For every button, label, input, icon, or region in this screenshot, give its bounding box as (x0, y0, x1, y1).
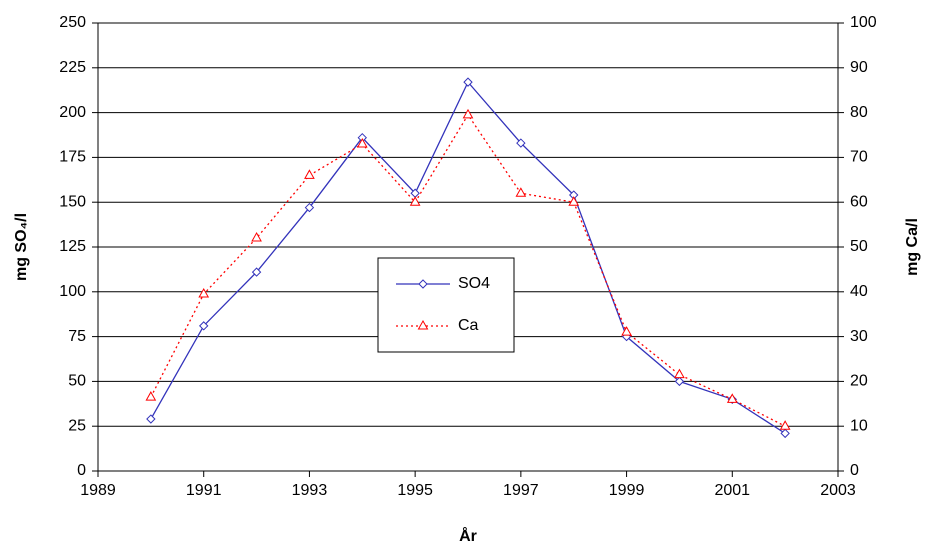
y-tick-label: 150 (59, 193, 86, 210)
data-point (516, 138, 526, 148)
x-tick-label: 1997 (503, 482, 539, 499)
data-point (779, 420, 791, 430)
y2-tick-label: 60 (850, 193, 868, 210)
y2-tick-label: 20 (850, 373, 868, 390)
data-point (674, 368, 685, 379)
data-point (251, 232, 262, 242)
y-tick-label: 50 (68, 373, 86, 390)
data-point (356, 137, 368, 148)
legend-marker (417, 319, 429, 330)
legend-marker (418, 279, 428, 289)
legend-box (377, 257, 515, 353)
data-point (568, 196, 580, 206)
data-point (515, 187, 527, 197)
legend-label: Ca (458, 317, 479, 334)
data-point (145, 391, 157, 401)
x-tick-label: 1993 (292, 482, 328, 499)
data-point (674, 376, 685, 387)
data-point (462, 108, 474, 119)
legend-label: SO4 (458, 275, 490, 292)
y-axis-title: mg SO₄/l (13, 213, 30, 281)
data-point (199, 321, 209, 331)
x-tick-label: 1995 (397, 482, 433, 499)
data-point (409, 196, 421, 206)
y2-tick-label: 30 (850, 328, 868, 345)
y2-tick-label: 50 (850, 238, 868, 255)
y2-tick-label: 90 (850, 59, 868, 76)
data-point (780, 428, 790, 439)
data-point (621, 326, 632, 336)
x-tick-label: 1989 (80, 482, 116, 499)
x-tick-label: 1999 (609, 482, 645, 499)
x-tick-label: 2003 (820, 482, 856, 499)
data-point (304, 169, 315, 179)
y-tick-label: 75 (68, 328, 86, 345)
y2-tick-label: 80 (850, 104, 868, 121)
y2-tick-label: 10 (850, 417, 868, 434)
y-tick-label: 0 (77, 462, 86, 479)
data-point (463, 77, 473, 87)
y2-tick-label: 0 (850, 462, 859, 479)
data-point (726, 393, 738, 403)
y2-axis-title: mg Ca/l (904, 218, 921, 276)
y2-tick-label: 70 (850, 149, 868, 166)
y2-tick-label: 100 (850, 14, 877, 31)
y-tick-label: 200 (59, 104, 86, 121)
x-axis-title: År (459, 526, 477, 545)
data-point (251, 267, 262, 277)
data-point (304, 202, 315, 213)
data-point (146, 414, 156, 424)
data-point (198, 288, 210, 298)
y-tick-label: 25 (68, 417, 86, 434)
y2-tick-label: 40 (850, 283, 868, 300)
y-tick-label: 175 (59, 149, 86, 166)
y-tick-label: 125 (59, 238, 86, 255)
y-tick-label: 225 (59, 59, 86, 76)
x-tick-label: 1991 (186, 482, 222, 499)
plot-border (97, 22, 839, 472)
y-tick-label: 100 (59, 283, 86, 300)
x-tick-label: 2001 (714, 482, 750, 499)
y-tick-label: 250 (59, 14, 86, 31)
